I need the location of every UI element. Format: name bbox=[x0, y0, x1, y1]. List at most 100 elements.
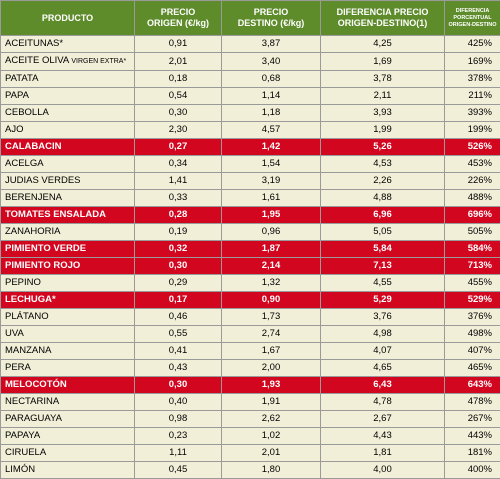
cell-diferencia: 1,69 bbox=[321, 53, 445, 71]
cell-origen: 0,28 bbox=[135, 207, 222, 224]
header-line: DIFERENCIA PRECIO bbox=[323, 7, 442, 18]
header-precio-destino: PRECIO DESTINO (€/kg) bbox=[222, 1, 321, 36]
cell-producto: AJO bbox=[1, 122, 135, 139]
cell-destino: 1,14 bbox=[222, 88, 321, 105]
producto-name: ACEITE OLIVA bbox=[5, 55, 71, 66]
cell-origen: 0,55 bbox=[135, 326, 222, 343]
cell-porcentaje: 181% bbox=[445, 445, 500, 462]
header-producto: PRODUCTO bbox=[1, 1, 135, 36]
cell-diferencia: 6,96 bbox=[321, 207, 445, 224]
cell-producto: PATATA bbox=[1, 71, 135, 88]
cell-origen: 0,17 bbox=[135, 292, 222, 309]
cell-origen: 0,43 bbox=[135, 360, 222, 377]
cell-origen: 0,27 bbox=[135, 139, 222, 156]
header-diferencia-porcentual: DIFERENCIA PORCENTUAL ORIGEN-DESTINO bbox=[445, 1, 500, 36]
cell-destino: 1,80 bbox=[222, 462, 321, 479]
header-line: PRECIO bbox=[224, 7, 318, 18]
producto-name: CIRUELA bbox=[5, 447, 46, 458]
cell-producto: PERA bbox=[1, 360, 135, 377]
cell-producto: PAPA bbox=[1, 88, 135, 105]
header-precio-origen: PRECIO ORIGEN (€/kg) bbox=[135, 1, 222, 36]
producto-name: PAPA bbox=[5, 90, 29, 101]
cell-diferencia: 4,65 bbox=[321, 360, 445, 377]
cell-destino: 1,67 bbox=[222, 343, 321, 360]
cell-producto: ACELGA bbox=[1, 156, 135, 173]
cell-producto: MELOCOTÓN bbox=[1, 377, 135, 394]
cell-porcentaje: 696% bbox=[445, 207, 500, 224]
producto-name: PEPINO bbox=[5, 277, 41, 288]
cell-producto: TOMATES ENSALADA bbox=[1, 207, 135, 224]
producto-name: JUDIAS VERDES bbox=[5, 175, 81, 186]
header-row: PRODUCTO PRECIO ORIGEN (€/kg) PRECIO DES… bbox=[1, 1, 500, 36]
cell-producto: PIMIENTO VERDE bbox=[1, 241, 135, 258]
cell-origen: 0,19 bbox=[135, 224, 222, 241]
cell-porcentaje: 713% bbox=[445, 258, 500, 275]
cell-diferencia: 6,43 bbox=[321, 377, 445, 394]
cell-origen: 2,30 bbox=[135, 122, 222, 139]
cell-destino: 0,90 bbox=[222, 292, 321, 309]
cell-destino: 4,57 bbox=[222, 122, 321, 139]
producto-name: LECHUGA* bbox=[5, 294, 56, 305]
cell-origen: 0,30 bbox=[135, 258, 222, 275]
cell-porcentaje: 526% bbox=[445, 139, 500, 156]
cell-diferencia: 2,67 bbox=[321, 411, 445, 428]
cell-producto: ZANAHORIA bbox=[1, 224, 135, 241]
cell-origen: 0,98 bbox=[135, 411, 222, 428]
cell-porcentaje: 378% bbox=[445, 71, 500, 88]
cell-origen: 0,29 bbox=[135, 275, 222, 292]
cell-destino: 1,42 bbox=[222, 139, 321, 156]
header-line: DIFERENCIA bbox=[447, 8, 498, 15]
cell-porcentaje: 267% bbox=[445, 411, 500, 428]
cell-porcentaje: 407% bbox=[445, 343, 500, 360]
producto-name: MELOCOTÓN bbox=[5, 379, 67, 390]
cell-diferencia: 4,55 bbox=[321, 275, 445, 292]
cell-producto: PIMIENTO ROJO bbox=[1, 258, 135, 275]
cell-origen: 1,41 bbox=[135, 173, 222, 190]
producto-name: TOMATES ENSALADA bbox=[5, 209, 106, 220]
producto-name: ACELGA bbox=[5, 158, 44, 169]
cell-destino: 1,02 bbox=[222, 428, 321, 445]
header-line: DESTINO (€/kg) bbox=[224, 18, 318, 29]
cell-destino: 1,18 bbox=[222, 105, 321, 122]
cell-porcentaje: 455% bbox=[445, 275, 500, 292]
cell-diferencia: 3,76 bbox=[321, 309, 445, 326]
cell-origen: 0,91 bbox=[135, 36, 222, 53]
cell-destino: 1,87 bbox=[222, 241, 321, 258]
cell-porcentaje: 211% bbox=[445, 88, 500, 105]
cell-porcentaje: 498% bbox=[445, 326, 500, 343]
cell-producto: MANZANA bbox=[1, 343, 135, 360]
cell-destino: 0,96 bbox=[222, 224, 321, 241]
cell-origen: 0,45 bbox=[135, 462, 222, 479]
cell-producto: UVA bbox=[1, 326, 135, 343]
cell-porcentaje: 478% bbox=[445, 394, 500, 411]
cell-porcentaje: 425% bbox=[445, 36, 500, 53]
producto-name: ACEITUNAS* bbox=[5, 38, 63, 49]
producto-name: PARAGUAYA bbox=[5, 413, 62, 424]
cell-destino: 1,93 bbox=[222, 377, 321, 394]
cell-origen: 0,40 bbox=[135, 394, 222, 411]
producto-name: CEBOLLA bbox=[5, 107, 49, 118]
cell-destino: 2,00 bbox=[222, 360, 321, 377]
cell-producto: CEBOLLA bbox=[1, 105, 135, 122]
cell-diferencia: 5,84 bbox=[321, 241, 445, 258]
producto-name: CALABACIN bbox=[5, 141, 61, 152]
cell-destino: 2,62 bbox=[222, 411, 321, 428]
cell-porcentaje: 199% bbox=[445, 122, 500, 139]
producto-name: LIMÓN bbox=[5, 464, 35, 475]
cell-porcentaje: 169% bbox=[445, 53, 500, 71]
producto-name: PIMIENTO VERDE bbox=[5, 243, 86, 254]
cell-porcentaje: 643% bbox=[445, 377, 500, 394]
